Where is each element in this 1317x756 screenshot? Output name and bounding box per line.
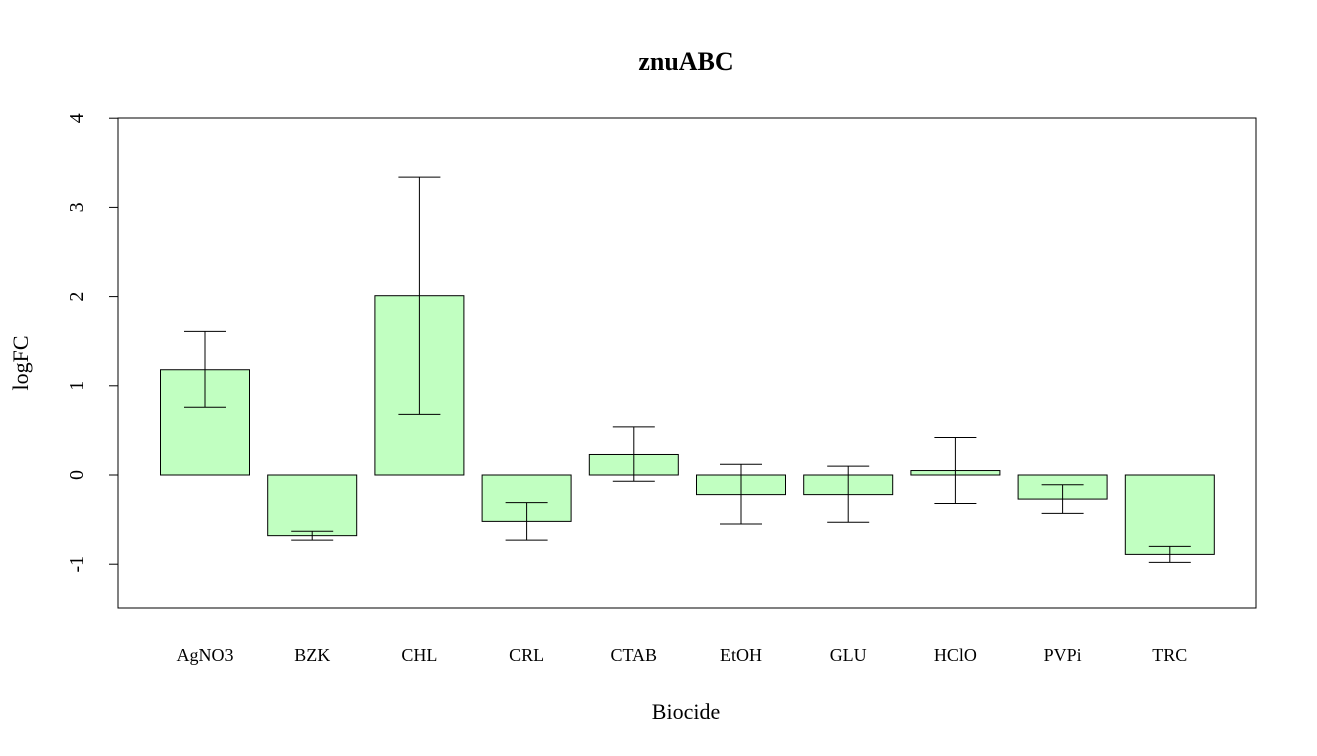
category-label-bzk: BZK: [294, 645, 330, 665]
y-axis: -1 0 1 2 3 4: [66, 113, 119, 573]
error-bars: [184, 176, 1191, 563]
error-bar-glu: [827, 465, 870, 523]
bar-trc: [1124, 474, 1215, 555]
error-bar-etoh: [720, 463, 762, 525]
y-tick-label: 0: [66, 470, 88, 480]
category-label-ctab: CTAB: [611, 645, 658, 665]
y-tick-label: 2: [66, 292, 88, 302]
error-bar-pvpi: [1041, 484, 1084, 514]
error-bar-bzk: [291, 530, 334, 541]
category-label-etoh: EtOH: [720, 645, 762, 665]
error-bar-agno3: [184, 330, 226, 408]
error-bar-trc: [1148, 545, 1191, 563]
category-label-hclo: HClO: [934, 645, 977, 665]
category-label-chl: CHL: [401, 645, 437, 665]
x-axis-label: Biocide: [652, 699, 720, 724]
category-labels: AgNO3 BZK CHL CRL CTAB EtOH GLU HClO PVPi TRC: [177, 645, 1188, 665]
error-bar-ctab: [612, 426, 655, 482]
error-bar-chl: [398, 176, 441, 415]
chart-title: znuABC: [638, 47, 733, 76]
bars: [160, 295, 1215, 555]
error-bar-crl: [505, 502, 548, 541]
error-bar-hclo: [934, 437, 977, 505]
y-tick-label: 3: [66, 202, 88, 212]
category-label-agno3: AgNO3: [177, 645, 234, 665]
y-tick-label: -1: [66, 556, 88, 573]
y-tick-label: 4: [66, 113, 88, 123]
bar-bzk: [267, 474, 358, 537]
category-label-crl: CRL: [509, 645, 544, 665]
y-axis-label: logFC: [8, 335, 33, 390]
y-tick-label: 1: [66, 381, 88, 391]
category-label-pvpi: PVPi: [1044, 645, 1082, 665]
category-label-trc: TRC: [1152, 645, 1187, 665]
category-label-glu: GLU: [830, 645, 867, 665]
